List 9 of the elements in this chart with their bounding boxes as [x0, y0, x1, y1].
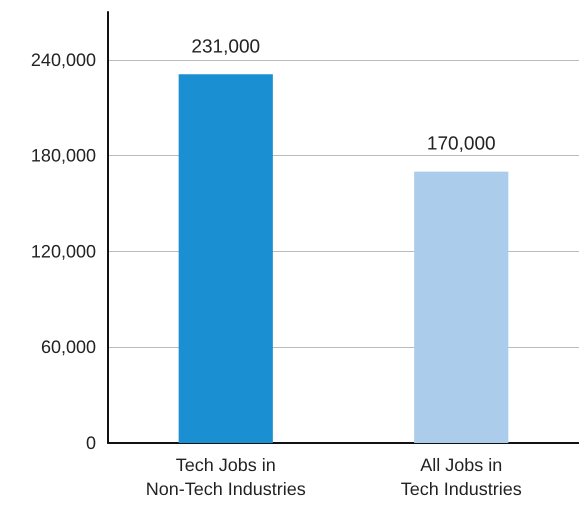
- y-tick-label: 60,000: [40, 337, 96, 358]
- y-tick-label: 0: [86, 433, 96, 453]
- y-tick-label: 240,000: [30, 50, 96, 70]
- data-label: 170,000: [426, 134, 496, 155]
- x-tick-label: All Jobs in Tech Industries: [400, 455, 522, 499]
- y-tick-label: 120,000: [30, 241, 96, 262]
- data-label: 231,000: [191, 36, 260, 58]
- y-tick-label: 180,000: [30, 146, 96, 166]
- x-tick-label: Tech Jobs in Non-Tech Industries: [146, 455, 306, 499]
